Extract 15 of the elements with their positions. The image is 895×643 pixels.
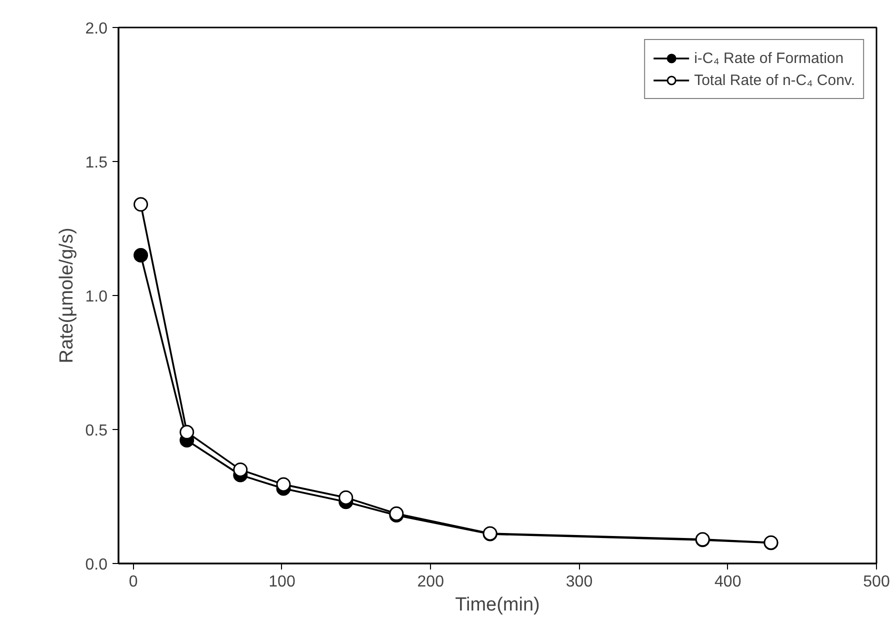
x-axis-title: Time(min) — [455, 594, 540, 616]
x-tick-label: 200 — [417, 574, 444, 590]
x-tick-label: 300 — [566, 574, 593, 590]
legend-label: Total Rate of n-C₄ Conv. — [694, 72, 855, 88]
y-axis-title: Rate(µmole/g/s) — [56, 228, 78, 364]
x-tick-label: 500 — [863, 574, 890, 590]
y-tick-label: 2.0 — [85, 20, 108, 38]
x-tick-label: 0 — [128, 574, 138, 590]
y-tick-label: 1.0 — [85, 288, 108, 306]
y-tick-label: 0.5 — [85, 422, 108, 440]
legend-label: i-C₄ Rate of Formation — [694, 50, 844, 66]
y-tick-label: 0.0 — [85, 556, 108, 574]
y-tick-label: 1.5 — [85, 154, 108, 172]
x-tick-label: 400 — [714, 574, 742, 590]
x-tick-label: 100 — [268, 574, 296, 590]
